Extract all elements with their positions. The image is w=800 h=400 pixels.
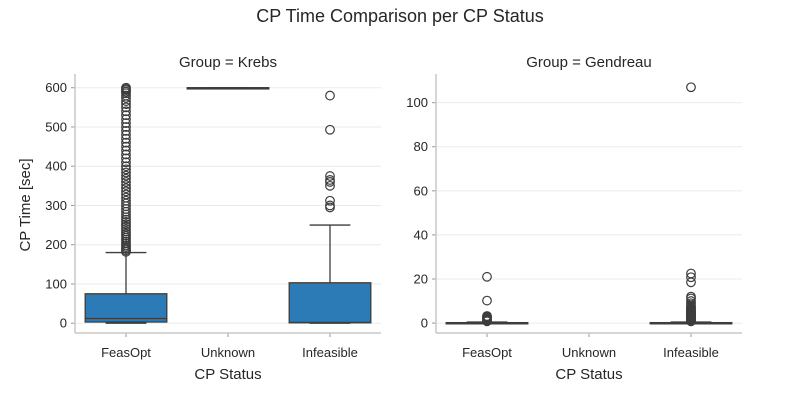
outlier-point-krebs [121,114,131,125]
y-tick-label-krebs: 300 [45,198,67,213]
outlier-point-gendreau [686,296,696,306]
outlier-point-krebs [121,224,131,234]
outlier-point-krebs [325,180,335,191]
outlier-point-krebs [121,214,131,225]
boxes-krebs [84,82,372,324]
outlier-point-krebs [121,133,131,144]
outlier-point-krebs [325,195,335,206]
outlier-point-krebs [325,171,335,181]
panel-title-gendreau: Group = Gendreau [526,54,652,71]
outlier-point-krebs [121,122,131,132]
outlier-point-krebs [121,173,131,184]
panel-krebs: Group = Krebs CP Time [sec] CP Status 0 1… [17,54,381,383]
outlier-point-krebs [121,141,131,152]
outlier-point-krebs [121,170,131,181]
outlier-point-krebs [121,82,131,93]
box-krebs-infeasible [288,282,372,324]
outlier-point-gendreau [686,268,696,279]
x-tick-label-gendreau: FeasOpt [462,345,512,360]
outlier-point-krebs [121,195,131,206]
x-tick-label-krebs: FeasOpt [101,345,151,360]
outlier-point-krebs [121,129,131,140]
outlier-point-gendreau [482,295,492,306]
outlier-point-krebs [121,189,131,200]
y-tick-label-gendreau: 60 [414,183,428,198]
x-axis-label-gendreau: CP Status [555,366,622,383]
y-tick-label-krebs: 600 [45,80,67,95]
y-tick-label-gendreau: 40 [414,227,428,242]
panel-gendreau: Group = Gendreau CP Status 0 20 40 60 80 100 F… [406,54,742,383]
boxes-gendreau [445,82,733,327]
y-tick-label-gendreau: 20 [414,271,428,286]
outlier-point-krebs [121,177,131,187]
axes-gendreau: 0 20 40 60 80 100 FeasOpt Unknown Infeasible [406,74,742,360]
outlier-point-krebs [121,219,131,230]
outlier-point-krebs [121,180,131,190]
outlier-point-krebs [121,183,131,194]
y-tick-label-gendreau: 80 [414,139,428,154]
outlier-point-krebs [121,153,131,164]
outlier-point-krebs [121,221,131,232]
outlier-point-gendreau [482,271,492,282]
outlier-point-krebs [121,217,131,227]
y-tick-label-gendreau: 100 [406,95,428,110]
outlier-point-krebs [121,137,131,148]
outlier-point-krebs [121,149,131,160]
y-tick-label-krebs: 0 [60,316,67,331]
outlier-point-gendreau [686,272,696,283]
outlier-point-krebs [121,96,131,106]
outlier-point-krebs [121,186,131,197]
outlier-point-krebs [121,106,131,117]
outlier-point-krebs [121,226,131,237]
outlier-point-krebs [325,124,335,135]
outlier-point-gendreau [686,291,696,302]
y-tick-label-krebs: 200 [45,237,67,252]
x-tick-label-krebs: Unknown [201,345,255,360]
y-axis-label-krebs: CP Time [sec] [17,158,34,251]
axes-krebs: 0 100 200 300 400 500 600 FeasOpt Unknown Infeasi… [45,74,381,360]
x-tick-label-gendreau: Unknown [562,345,616,360]
outlier-point-krebs [121,167,131,178]
y-tick-label-krebs: 400 [45,159,67,174]
outlier-point-krebs [325,90,335,101]
outlier-point-krebs [121,228,131,239]
figure-title: CP Time Comparison per CP Status [256,6,543,26]
panel-title-krebs: Group = Krebs [179,54,277,71]
outlier-point-krebs [121,192,131,203]
outlier-point-krebs [121,126,131,136]
outlier-point-gendreau [482,311,492,321]
box-krebs-feasopt [84,293,168,323]
outlier-point-krebs [121,110,131,121]
y-tick-label-gendreau: 0 [421,316,428,331]
x-tick-label-gendreau: Infeasible [663,345,719,360]
outlier-point-krebs [325,200,335,211]
outlier-point-krebs [325,175,335,185]
outlier-point-krebs [121,102,131,113]
y-tick-label-krebs: 100 [45,276,67,291]
x-tick-label-krebs: Infeasible [302,345,358,360]
outlier-point-krebs [121,118,131,128]
outlier-point-krebs [121,164,131,175]
outlier-point-krebs [121,157,131,168]
outlier-point-gendreau [686,82,696,93]
x-axis-label-krebs: CP Status [194,366,261,383]
y-tick-label-krebs: 500 [45,119,67,134]
outlier-point-krebs [121,90,131,101]
outlier-point-krebs [121,161,131,172]
outlier-point-krebs [121,145,131,156]
grid-gendreau [436,102,742,324]
